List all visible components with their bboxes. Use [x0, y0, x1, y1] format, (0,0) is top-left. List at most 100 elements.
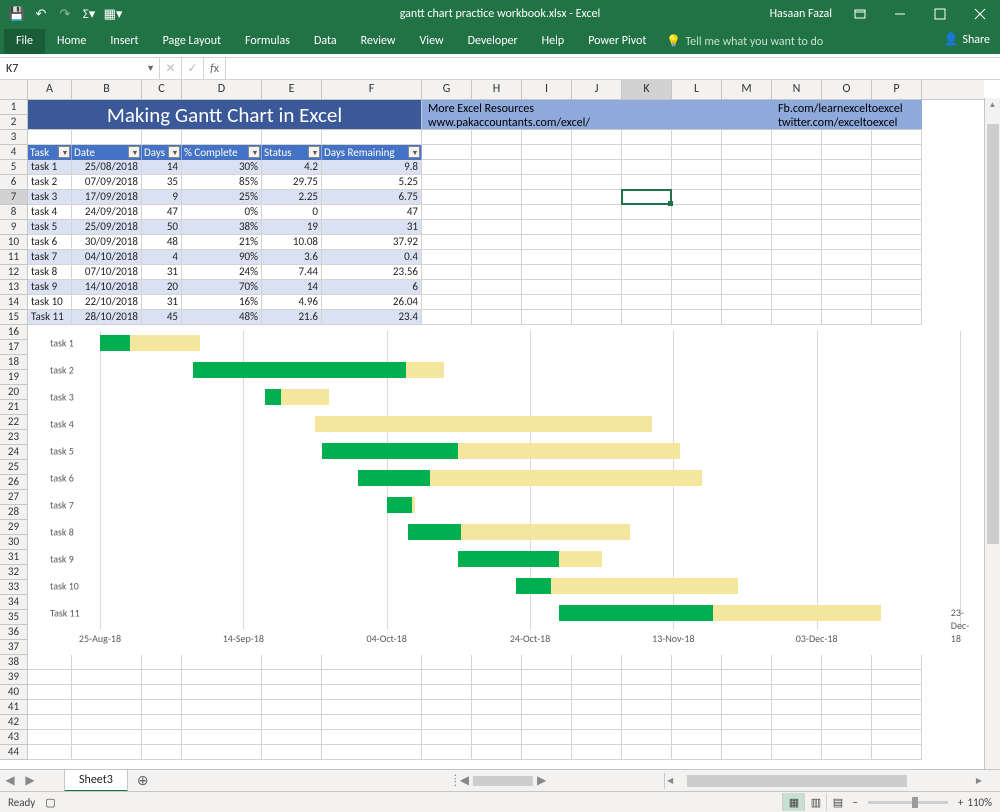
filter-dropdown-icon[interactable]: ▼ — [58, 146, 70, 158]
row-header-30[interactable]: 30 — [0, 535, 28, 550]
row-header-23[interactable]: 23 — [0, 430, 28, 445]
ribbon-tab-power-pivot[interactable]: Power Pivot — [576, 29, 658, 54]
worksheet-grid[interactable]: ABCDEFGHIJKLMNOP 12345678910111213141516… — [0, 80, 1000, 780]
filter-dropdown-icon[interactable]: ▼ — [408, 146, 420, 158]
col-header-C[interactable]: C — [142, 80, 182, 99]
scrollbar-thumb[interactable] — [987, 124, 999, 544]
close-icon[interactable] — [960, 0, 1000, 28]
row-header-9[interactable]: 9 — [0, 220, 28, 235]
col-header-O[interactable]: O — [822, 80, 872, 99]
table-row[interactable]: task 317/09/2018925%2.256.75 — [28, 190, 422, 205]
hscroll-thumb[interactable] — [687, 775, 907, 787]
row-header-14[interactable]: 14 — [0, 295, 28, 310]
row-header-3[interactable]: 3 — [0, 130, 28, 145]
row-header-44[interactable]: 44 — [0, 745, 28, 760]
table-icon[interactable]: ▦▾ — [102, 3, 124, 25]
table-header-days[interactable]: Days▼ — [142, 145, 182, 160]
page-break-view-icon[interactable]: ▤ — [826, 793, 848, 811]
row-header-16[interactable]: 16 — [0, 325, 28, 340]
chevron-down-icon[interactable]: ▼ — [146, 63, 155, 74]
col-header-H[interactable]: H — [472, 80, 522, 99]
row-header-21[interactable]: 21 — [0, 400, 28, 415]
table-row[interactable]: task 125/08/20181430%4.29.8 — [28, 160, 422, 175]
sheet-nav-next-icon[interactable]: ▶ — [20, 773, 40, 788]
add-sheet-button[interactable]: ⊕ — [132, 772, 154, 789]
filter-dropdown-icon[interactable]: ▼ — [308, 146, 320, 158]
row-header-37[interactable]: 37 — [0, 640, 28, 655]
row-header-22[interactable]: 22 — [0, 415, 28, 430]
col-header-F[interactable]: F — [322, 80, 422, 99]
sheet-tab[interactable]: Sheet3 — [64, 769, 128, 792]
row-header-28[interactable]: 28 — [0, 505, 28, 520]
row-header-36[interactable]: 36 — [0, 625, 28, 640]
row-header-27[interactable]: 27 — [0, 490, 28, 505]
select-all-corner[interactable] — [0, 80, 28, 99]
row-header-43[interactable]: 43 — [0, 730, 28, 745]
table-row[interactable]: task 1022/10/20183116%4.9626.04 — [28, 295, 422, 310]
fx-icon[interactable]: fx — [204, 58, 226, 79]
macro-record-icon[interactable]: ▢ — [45, 796, 55, 809]
ribbon-tab-data[interactable]: Data — [302, 29, 349, 54]
col-header-G[interactable]: G — [422, 80, 472, 99]
zoom-in-icon[interactable]: + — [958, 796, 963, 809]
vertical-scrollbar[interactable]: ▲ — [984, 98, 1000, 769]
table-row[interactable]: task 704/10/2018490%3.60.4 — [28, 250, 422, 265]
row-header-24[interactable]: 24 — [0, 445, 28, 460]
save-icon[interactable]: 💾 — [6, 3, 28, 25]
filter-dropdown-icon[interactable]: ▼ — [128, 146, 140, 158]
minimize-icon[interactable] — [880, 0, 920, 28]
ribbon-tab-formulas[interactable]: Formulas — [233, 29, 302, 54]
share-button[interactable]: 👤 Share — [943, 32, 990, 47]
ribbon-tab-home[interactable]: Home — [45, 29, 98, 54]
row-header-15[interactable]: 15 — [0, 310, 28, 325]
scroll-right-icon[interactable]: ▶ — [976, 776, 982, 786]
table-row[interactable]: Task 1128/10/20184548%21.623.4 — [28, 310, 422, 325]
col-header-J[interactable]: J — [572, 80, 622, 99]
zoom-handle[interactable] — [912, 797, 918, 808]
zoom-slider[interactable] — [868, 801, 948, 804]
ribbon-tab-file[interactable]: File — [4, 29, 45, 54]
row-header-32[interactable]: 32 — [0, 565, 28, 580]
col-header-E[interactable]: E — [262, 80, 322, 99]
ribbon-tab-developer[interactable]: Developer — [456, 29, 530, 54]
tell-me-search[interactable]: 💡 Tell me what you want to do — [658, 29, 831, 54]
row-header-40[interactable]: 40 — [0, 685, 28, 700]
table-row[interactable]: task 807/10/20183124%7.4423.56 — [28, 265, 422, 280]
row-header-42[interactable]: 42 — [0, 715, 28, 730]
horizontal-scrollbar[interactable]: ◀ ▶ — [664, 773, 984, 789]
table-header-date[interactable]: Date▼ — [72, 145, 142, 160]
filter-dropdown-icon[interactable]: ▼ — [168, 146, 180, 158]
table-row[interactable]: task 525/09/20185038%1931 — [28, 220, 422, 235]
ribbon-tab-help[interactable]: Help — [530, 29, 577, 54]
normal-view-icon[interactable]: ▦ — [782, 793, 804, 811]
row-header-31[interactable]: 31 — [0, 550, 28, 565]
scroll-left-icon[interactable]: ◀ — [667, 776, 673, 786]
redo-icon[interactable]: ↷ — [54, 3, 76, 25]
zoom-out-icon[interactable]: − — [852, 796, 857, 809]
table-header--complete[interactable]: % Complete▼ — [182, 145, 262, 160]
row-header-17[interactable]: 17 — [0, 340, 28, 355]
user-name[interactable]: Hasaan Fazal — [770, 7, 832, 21]
table-header-days-remaining[interactable]: Days Remaining▼ — [322, 145, 422, 160]
table-row[interactable]: task 207/09/20183585%29.755.25 — [28, 175, 422, 190]
gantt-chart[interactable]: 25-Aug-1814-Sep-1804-Oct-1824-Oct-1813-N… — [28, 325, 968, 655]
row-header-38[interactable]: 38 — [0, 655, 28, 670]
row-header-13[interactable]: 13 — [0, 280, 28, 295]
sheet-nav-prev-icon[interactable]: ◀ — [0, 773, 20, 788]
ribbon-tab-view[interactable]: View — [408, 29, 456, 54]
filter-dropdown-icon[interactable]: ▼ — [248, 146, 260, 158]
row-header-1[interactable]: 1 — [0, 100, 28, 115]
undo-icon[interactable]: ↶ — [30, 3, 52, 25]
zoom-label[interactable]: 110% — [967, 796, 992, 809]
row-header-26[interactable]: 26 — [0, 475, 28, 490]
row-header-29[interactable]: 29 — [0, 520, 28, 535]
row-header-5[interactable]: 5 — [0, 160, 28, 175]
ribbon-tab-insert[interactable]: Insert — [98, 29, 150, 54]
table-header-status[interactable]: Status▼ — [262, 145, 322, 160]
scroll-up-icon[interactable]: ▲ — [989, 100, 997, 110]
row-header-20[interactable]: 20 — [0, 385, 28, 400]
row-header-35[interactable]: 35 — [0, 610, 28, 625]
row-header-34[interactable]: 34 — [0, 595, 28, 610]
maximize-icon[interactable] — [920, 0, 960, 28]
col-header-L[interactable]: L — [672, 80, 722, 99]
